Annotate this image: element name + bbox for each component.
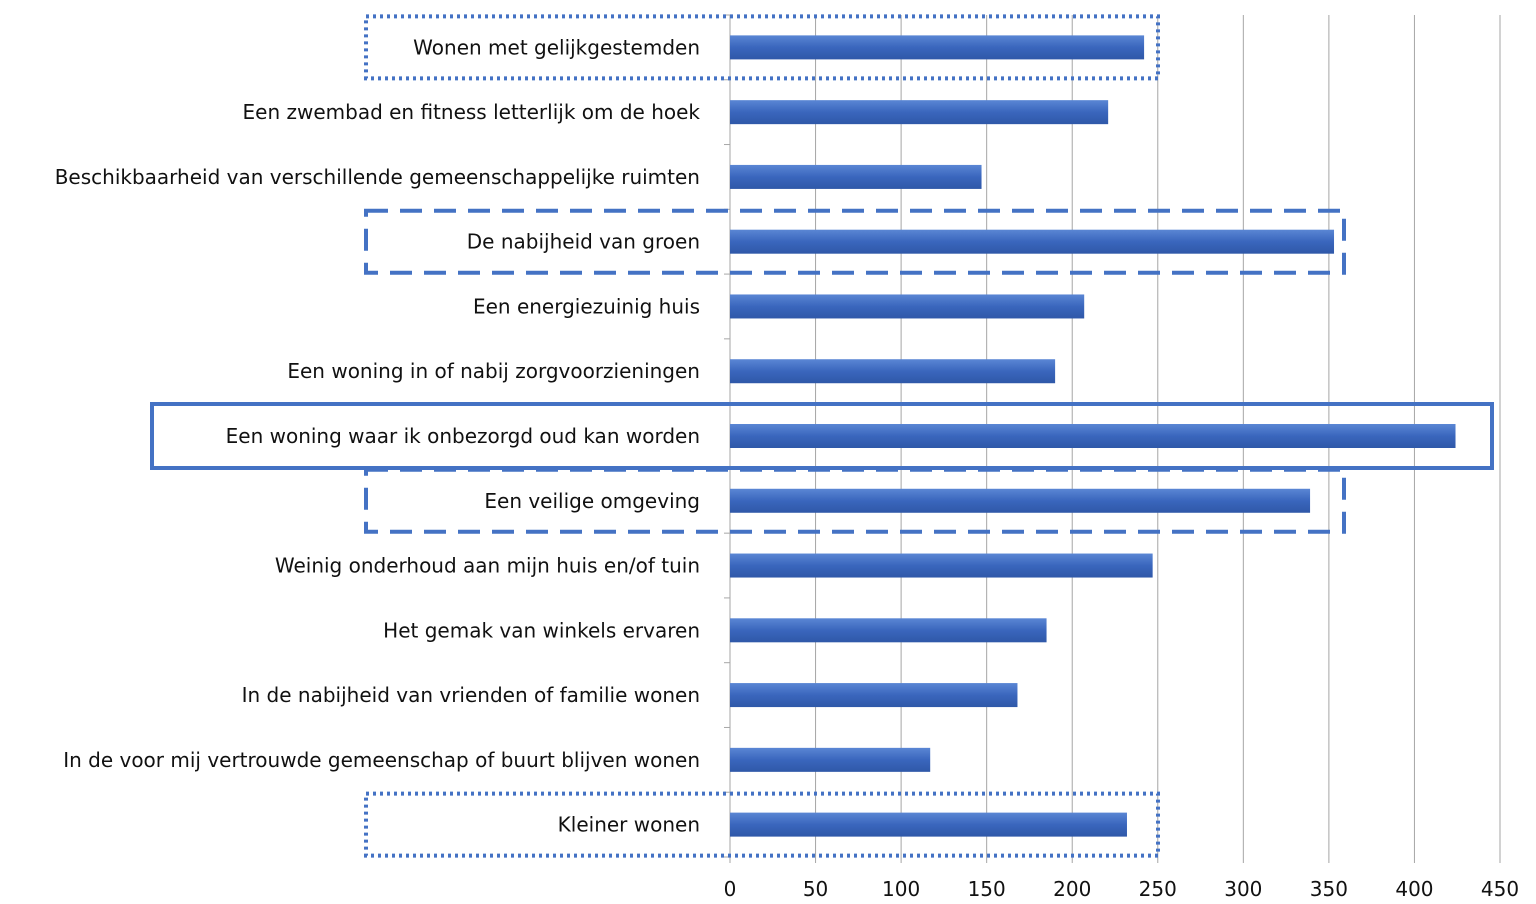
bar bbox=[730, 35, 1145, 60]
category-label: Weinig onderhoud aan mijn huis en/of tui… bbox=[275, 554, 700, 578]
category-label: Een woning in of nabij zorgvoorzieningen bbox=[287, 359, 700, 383]
category-label: Een woning waar ik onbezorgd oud kan wor… bbox=[226, 424, 700, 448]
x-tick-label: 100 bbox=[882, 877, 920, 901]
category-label: De nabijheid van groen bbox=[467, 230, 700, 254]
bar bbox=[730, 100, 1109, 125]
highlight-box-dashed bbox=[364, 467, 1346, 534]
highlight-boxes bbox=[150, 14, 1494, 858]
x-tick-label: 450 bbox=[1481, 877, 1519, 901]
category-label: Een veilige omgeving bbox=[484, 489, 700, 513]
bar bbox=[730, 683, 1018, 708]
category-label: In de voor mij vertrouwde gemeenschap of… bbox=[63, 748, 700, 772]
bar bbox=[730, 424, 1456, 448]
category-label: Beschikbaarheid van verschillende gemeen… bbox=[55, 165, 700, 189]
bar bbox=[730, 488, 1311, 513]
x-tick-label: 400 bbox=[1395, 877, 1433, 901]
bar bbox=[730, 747, 931, 772]
x-tick-label: 250 bbox=[1139, 877, 1177, 901]
category-label: Kleiner wonen bbox=[558, 813, 700, 837]
category-label: In de nabijheid van vrienden of familie … bbox=[242, 683, 700, 707]
x-tick-label: 150 bbox=[968, 877, 1006, 901]
x-tick-labels: 0 50 100 150 200 250 300 350 400 450 bbox=[724, 877, 1519, 901]
bar bbox=[730, 359, 1056, 384]
category-labels: Wonen met gelijkgestemden Een zwembad en … bbox=[55, 35, 701, 836]
category-label: Het gemak van winkels ervaren bbox=[383, 618, 700, 642]
category-label: Een energiezuinig huis bbox=[473, 294, 700, 318]
bar bbox=[730, 812, 1127, 837]
x-tick-label: 0 bbox=[724, 877, 737, 901]
bar bbox=[730, 164, 982, 189]
bar bbox=[730, 618, 1047, 643]
category-label: Wonen met gelijkgestemden bbox=[413, 35, 700, 59]
bar bbox=[730, 294, 1085, 319]
x-tick-label: 350 bbox=[1310, 877, 1348, 901]
bars bbox=[730, 35, 1456, 837]
x-tick-label: 50 bbox=[803, 877, 828, 901]
bar bbox=[730, 553, 1153, 578]
category-label: Een zwembad en fitness letterlijk om de … bbox=[243, 100, 701, 124]
x-tick-label: 300 bbox=[1224, 877, 1262, 901]
x-tick-label: 200 bbox=[1053, 877, 1091, 901]
bar bbox=[730, 229, 1335, 254]
highlight-box-dashed bbox=[364, 208, 1346, 275]
